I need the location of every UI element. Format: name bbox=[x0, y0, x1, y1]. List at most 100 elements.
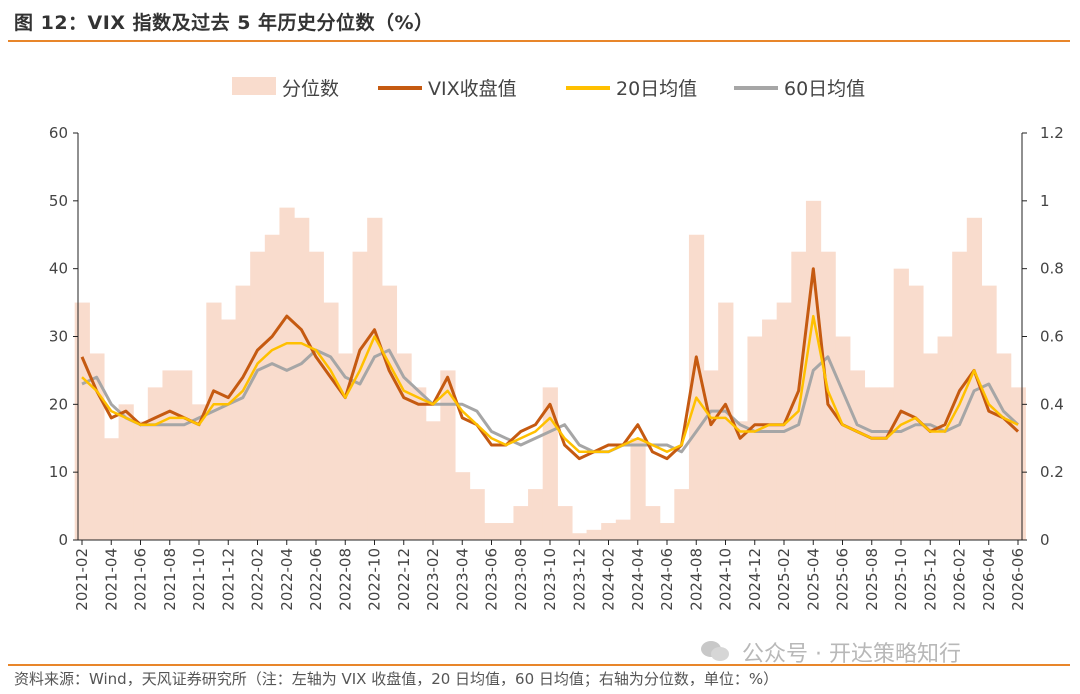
percentile-bar bbox=[937, 336, 953, 540]
watermark: 公众号 · 开达策略知行 bbox=[742, 642, 961, 667]
percentile-bar bbox=[294, 217, 310, 540]
percentile-bar bbox=[425, 421, 441, 540]
x-tick-label: 2023-06 bbox=[483, 548, 501, 611]
vix-chart: 分位数 VIX收盘值 20日均值 60日均值 0 10 20 30 40 50 60 0 0.2 0.4… bbox=[49, 77, 1064, 611]
percentile-bar bbox=[264, 234, 281, 540]
percentile-bar bbox=[893, 268, 909, 540]
percentile-bar bbox=[147, 387, 164, 540]
x-tick-label: 2024-08 bbox=[687, 548, 705, 611]
percentile-bar bbox=[659, 523, 675, 540]
percentile-bar bbox=[469, 489, 485, 540]
x-tick-label: 2025-12 bbox=[921, 548, 939, 611]
x-tick-label: 2025-10 bbox=[892, 548, 910, 611]
percentile-bar bbox=[601, 523, 617, 540]
x-tick-label: 2025-02 bbox=[775, 548, 793, 611]
left-tick-label: 30 bbox=[49, 328, 68, 346]
percentile-bar bbox=[966, 217, 983, 540]
percentile-bar bbox=[74, 302, 90, 540]
percentile-bar bbox=[103, 438, 120, 540]
left-tick-label: 20 bbox=[49, 395, 68, 413]
percentile-bar bbox=[835, 336, 851, 540]
x-tick-label: 2023-08 bbox=[512, 548, 530, 611]
percentile-bar bbox=[454, 472, 471, 540]
percentile-bar bbox=[674, 489, 690, 540]
x-tick-label: 2023-10 bbox=[541, 548, 559, 611]
percentile-bar bbox=[615, 519, 632, 540]
right-tick-label: 0.2 bbox=[1040, 463, 1064, 481]
x-tick-label: 2024-12 bbox=[746, 548, 764, 611]
percentile-bar bbox=[440, 370, 456, 540]
percentile-bar bbox=[879, 387, 895, 540]
right-tick-label: 0.4 bbox=[1040, 395, 1064, 413]
x-tick-label: 2025-06 bbox=[834, 548, 852, 611]
percentile-bar bbox=[747, 336, 763, 540]
percentile-bar bbox=[220, 319, 237, 540]
x-tick-label: 2021-06 bbox=[132, 548, 150, 611]
left-tick-label: 50 bbox=[49, 192, 68, 210]
percentile-bar bbox=[162, 370, 178, 540]
percentile-bar bbox=[133, 421, 149, 540]
x-tick-label: 2022-06 bbox=[307, 548, 325, 611]
x-tick-label: 2023-04 bbox=[453, 548, 471, 611]
x-tick-label: 2021-02 bbox=[73, 548, 91, 611]
series-line-20日均值 bbox=[81, 314, 1019, 454]
footer-divider bbox=[8, 664, 1070, 666]
percentile-bar bbox=[996, 353, 1012, 540]
right-tick-label: 1 bbox=[1040, 192, 1050, 210]
series-line-60日均值 bbox=[81, 348, 1020, 454]
percentile-bar bbox=[352, 251, 368, 541]
legend-label: 20日均值 bbox=[616, 78, 697, 100]
page-title: 图 12：VIX 指数及过去 5 年历史分位数（%） bbox=[14, 12, 434, 34]
percentile-bar bbox=[235, 285, 251, 540]
x-tick-label: 2021-04 bbox=[102, 548, 120, 611]
percentile-bar bbox=[586, 529, 602, 540]
percentile-bar bbox=[191, 404, 207, 540]
wechat-icon bbox=[701, 641, 729, 661]
x-tick-label: 2025-08 bbox=[863, 548, 881, 611]
x-tick-label: 2025-04 bbox=[804, 548, 822, 611]
x-tick-label: 2026-04 bbox=[980, 548, 998, 611]
x-tick-label: 2022-08 bbox=[336, 548, 354, 611]
left-tick-label: 0 bbox=[58, 531, 68, 549]
percentile-bar bbox=[557, 506, 573, 540]
percentile-bar bbox=[952, 251, 968, 541]
percentile-bar bbox=[118, 404, 134, 540]
x-tick-label: 2022-04 bbox=[278, 548, 296, 611]
percentile-bar bbox=[411, 387, 427, 540]
right-tick-label: 1.2 bbox=[1040, 124, 1064, 142]
x-tick-label: 2024-04 bbox=[629, 548, 647, 611]
left-tick-label: 40 bbox=[49, 260, 68, 278]
percentile-bar bbox=[484, 523, 500, 540]
x-tick-label: 2022-02 bbox=[249, 548, 267, 611]
percentile-bar bbox=[571, 533, 588, 540]
x-tick-label: 2023-12 bbox=[570, 548, 588, 611]
percentile-bar bbox=[1010, 387, 1026, 540]
percentile-bar bbox=[337, 353, 354, 540]
source-note: 资料来源：Wind，天风证券研究所（注：左轴为 VIX 收盘值，20 日均值，6… bbox=[14, 670, 779, 688]
right-tick-label: 0.8 bbox=[1040, 260, 1064, 278]
percentile-area-layer bbox=[74, 200, 1026, 541]
legend-label: 60日均值 bbox=[784, 78, 865, 100]
x-tick-label: 2024-06 bbox=[658, 548, 676, 611]
percentile-bar bbox=[323, 302, 339, 540]
x-tick-label: 2024-02 bbox=[600, 548, 618, 611]
percentile-bar bbox=[177, 370, 193, 540]
percentile-bar bbox=[367, 217, 383, 540]
percentile-bar bbox=[791, 251, 807, 541]
percentile-bar bbox=[513, 506, 529, 540]
percentile-bar bbox=[849, 370, 866, 540]
percentile-bar bbox=[762, 319, 778, 540]
percentile-bar bbox=[206, 302, 222, 540]
percentile-bar bbox=[922, 353, 939, 540]
x-tick-label: 2021-12 bbox=[219, 548, 237, 611]
percentile-bar bbox=[688, 234, 705, 540]
percentile-bar bbox=[381, 285, 398, 540]
x-tick-label: 2021-08 bbox=[161, 548, 179, 611]
x-tick-label: 2022-10 bbox=[366, 548, 384, 611]
x-tick-label: 2026-02 bbox=[951, 548, 969, 611]
percentile-bar bbox=[908, 285, 924, 540]
x-tick-label: 2023-02 bbox=[424, 548, 442, 611]
x-tick-label: 2021-10 bbox=[190, 548, 208, 611]
legend-label: 分位数 bbox=[282, 78, 339, 100]
right-tick-label: 0.6 bbox=[1040, 328, 1064, 346]
